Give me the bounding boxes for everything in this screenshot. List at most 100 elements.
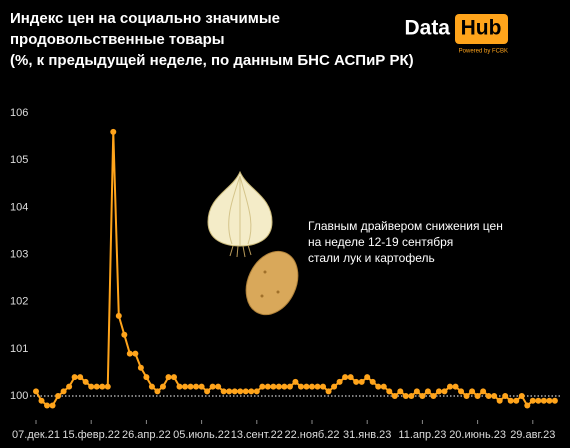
point	[469, 388, 476, 395]
onion-roots	[229, 244, 252, 258]
x-tick-label: 29.авг.23	[510, 429, 555, 441]
point	[270, 383, 277, 390]
point	[452, 383, 459, 390]
potato-body	[245, 250, 299, 316]
point	[198, 383, 205, 390]
point	[529, 397, 536, 404]
point	[248, 388, 255, 395]
point	[275, 383, 282, 390]
point	[507, 397, 514, 404]
point	[176, 383, 183, 390]
annotation: Главным драйвером снижения цен	[308, 219, 503, 233]
point	[209, 383, 216, 390]
point	[171, 374, 177, 381]
point	[121, 331, 128, 338]
point	[480, 388, 487, 395]
logo-box	[455, 14, 508, 44]
point	[540, 397, 547, 404]
logo-text: Data	[404, 17, 450, 40]
point	[286, 383, 293, 390]
point	[226, 388, 233, 395]
annotation: стали лук и картофель	[308, 251, 435, 265]
point	[353, 378, 360, 385]
point	[309, 383, 315, 390]
point	[165, 374, 172, 381]
chart-title: Индекс цен на социально значимые	[10, 10, 280, 27]
point	[242, 388, 249, 395]
point	[44, 402, 51, 409]
point	[320, 383, 327, 390]
point	[297, 383, 304, 390]
point	[154, 388, 161, 395]
point	[424, 388, 431, 395]
point	[237, 388, 244, 395]
x-tick-label: 26.апр.22	[122, 429, 171, 441]
point	[496, 397, 503, 404]
y-tick-label: 100	[10, 390, 28, 402]
x-tick-label: 15.февр.22	[62, 429, 120, 441]
x-tick-label: 07.дек.21	[12, 429, 60, 441]
point	[331, 383, 338, 390]
annotation: на неделе 12-19 сентября	[308, 235, 453, 249]
point	[49, 402, 56, 409]
point	[148, 383, 155, 390]
chart-title: продовольственные товары	[10, 31, 225, 48]
point	[281, 383, 288, 390]
logo-text: Hub	[461, 17, 502, 40]
potato-eye	[260, 294, 264, 298]
point	[231, 388, 238, 395]
point	[447, 383, 453, 390]
point	[204, 388, 211, 395]
point	[314, 383, 321, 390]
point	[110, 128, 117, 135]
point	[126, 350, 133, 357]
point	[33, 388, 39, 395]
point	[458, 388, 465, 395]
point	[474, 393, 481, 400]
point	[253, 388, 260, 395]
point	[93, 383, 100, 390]
point	[358, 378, 365, 385]
x-tick-label: 11.апр.23	[398, 429, 446, 441]
point	[441, 388, 448, 395]
point	[132, 350, 139, 357]
x-tick-label: 31.янв.23	[343, 429, 391, 441]
point	[430, 393, 437, 400]
point	[397, 388, 404, 395]
point	[104, 383, 111, 390]
point	[220, 388, 227, 395]
y-tick-label: 101	[10, 343, 28, 355]
x-tick-label: 22.нояб.22	[284, 429, 339, 441]
point	[66, 383, 73, 390]
point	[485, 393, 492, 400]
logo-sub: Powered by FCBK	[459, 49, 508, 55]
point	[115, 312, 122, 319]
point	[137, 364, 144, 371]
point	[187, 383, 194, 390]
point	[386, 388, 393, 395]
point	[193, 383, 200, 390]
point	[159, 383, 166, 390]
point	[535, 397, 542, 404]
point	[524, 402, 531, 409]
point	[38, 397, 45, 404]
point	[391, 393, 398, 400]
onion-lines	[228, 175, 252, 246]
point	[347, 374, 354, 381]
point	[380, 383, 387, 390]
point	[55, 393, 62, 400]
logo: Data Hub Powered by FCBK	[404, 14, 508, 55]
point	[215, 383, 222, 390]
point	[325, 388, 332, 395]
point	[491, 393, 498, 400]
point	[60, 388, 67, 395]
point	[99, 383, 106, 390]
potato-eye	[276, 290, 280, 294]
point	[463, 393, 470, 400]
point	[513, 397, 520, 404]
x-tick-label: 05.июль.22	[173, 429, 230, 441]
point	[292, 378, 299, 385]
onion	[207, 170, 273, 258]
point	[546, 397, 553, 404]
